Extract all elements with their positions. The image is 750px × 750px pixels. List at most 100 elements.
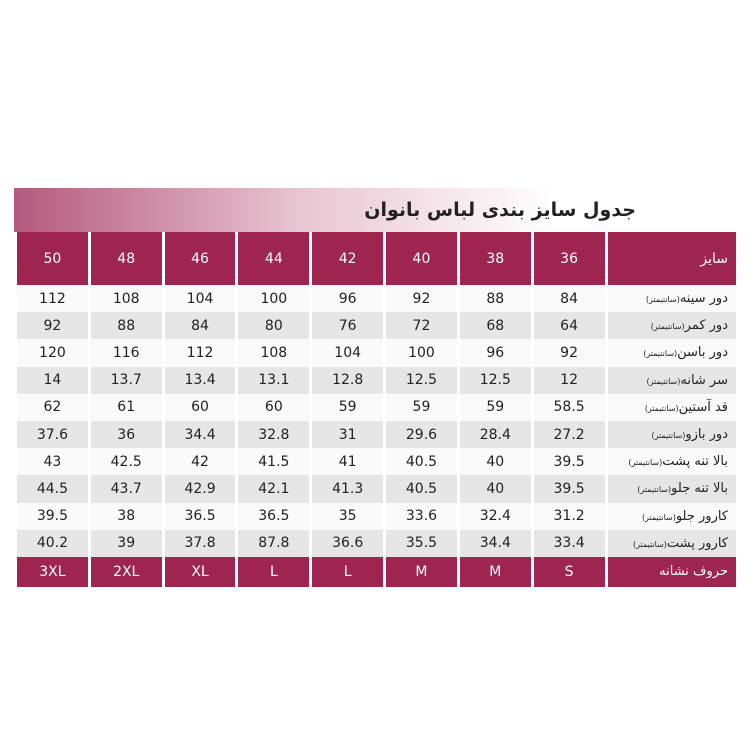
measure-row: بالا تنه جلو(سانتیمتر) 39.5 40 40.5 41.3 42.1… bbox=[14, 475, 736, 503]
value-cell: 40.5 bbox=[383, 475, 459, 503]
measure-name: بالا تنه جلو bbox=[671, 481, 728, 497]
size-cell: 46 bbox=[161, 232, 237, 285]
measure-row: کارور جلو(سانتیمتر) 31.2 32.4 33.6 35 36.5 36.… bbox=[14, 502, 736, 530]
measure-unit: (سانتیمتر) bbox=[637, 485, 672, 495]
value-cell: 40.5 bbox=[383, 448, 459, 476]
row-label: سر شانه(سانتیمتر) bbox=[604, 366, 736, 394]
value-cell: 100 bbox=[383, 339, 459, 367]
footer-label: حروف نشانه bbox=[604, 556, 736, 587]
measure-name: سر شانه bbox=[680, 372, 728, 388]
value-cell: 104 bbox=[161, 285, 237, 313]
value-cell: 92 bbox=[14, 312, 90, 340]
value-cell: 39 bbox=[87, 529, 164, 557]
value-cell: 104 bbox=[309, 339, 385, 367]
value-cell: 60 bbox=[161, 393, 237, 421]
value-cell: 13.7 bbox=[87, 366, 164, 394]
row-label: دور سینه(سانتیمتر) bbox=[604, 285, 736, 313]
value-cell: 12.5 bbox=[383, 366, 459, 394]
footer-row: حروف نشانه S M M L L XL 2XL 3XL bbox=[14, 556, 736, 587]
value-cell: 34.4 bbox=[456, 529, 533, 557]
value-cell: 108 bbox=[235, 339, 311, 367]
measure-unit: (سانتیمتر) bbox=[650, 322, 685, 332]
measure-unit: (سانتیمتر) bbox=[641, 512, 676, 522]
measure-row: دور باسن(سانتیمتر) 92 96 100 104 108 112 116 120 bbox=[14, 339, 736, 367]
value-cell: 40 bbox=[456, 448, 533, 476]
value-cell: 41.3 bbox=[309, 475, 385, 503]
row-label: بالا تنه جلو(سانتیمتر) bbox=[604, 475, 736, 503]
value-cell: 96 bbox=[456, 339, 533, 367]
row-label: قد آستین(سانتیمتر) bbox=[604, 393, 736, 421]
value-cell: 27.2 bbox=[530, 420, 606, 449]
value-cell: 116 bbox=[87, 339, 164, 367]
value-cell: 43.7 bbox=[87, 475, 164, 503]
value-cell: 59 bbox=[309, 393, 385, 421]
value-cell: 43 bbox=[14, 448, 90, 476]
value-cell: 31 bbox=[309, 420, 385, 449]
value-cell: 68 bbox=[456, 312, 533, 340]
value-cell: 12.8 bbox=[309, 366, 385, 394]
letter-cell: M bbox=[456, 556, 533, 587]
value-cell: 92 bbox=[530, 339, 606, 367]
value-cell: 36.5 bbox=[161, 502, 237, 530]
value-cell: 41.5 bbox=[235, 448, 311, 476]
letter-cell: L bbox=[235, 556, 311, 587]
size-chart: جدول سایز بندی لباس بانوان سایز 36 38 40 42 4… bbox=[14, 188, 736, 587]
measure-unit: (سانتیمتر) bbox=[628, 458, 663, 468]
value-cell: 32.4 bbox=[456, 502, 533, 530]
value-cell: 80 bbox=[235, 312, 311, 340]
measure-row: کارور پشت(سانتیمتر) 33.4 34.4 35.5 36.6 87.8 3… bbox=[14, 529, 736, 557]
value-cell: 12 bbox=[530, 366, 606, 394]
title: جدول سایز بندی لباس بانوان bbox=[14, 188, 736, 232]
value-cell: 36.6 bbox=[309, 529, 385, 557]
value-cell: 31.2 bbox=[530, 502, 606, 530]
measure-row: دور بازو(سانتیمتر) 27.2 28.4 29.6 31 32.8 34.4… bbox=[14, 420, 736, 449]
letter-cell: XL bbox=[161, 556, 237, 587]
value-cell: 92 bbox=[383, 285, 459, 313]
measure-name: کارور پشت bbox=[666, 535, 728, 551]
size-cell: 40 bbox=[383, 232, 459, 285]
value-cell: 39.5 bbox=[530, 475, 606, 503]
measure-row: قد آستین(سانتیمتر) 58.5 59 59 59 60 60 61 62 bbox=[14, 393, 736, 421]
value-cell: 42.1 bbox=[235, 475, 311, 503]
value-cell: 87.8 bbox=[235, 529, 311, 557]
value-cell: 59 bbox=[383, 393, 459, 421]
value-cell: 84 bbox=[530, 285, 606, 313]
letter-cell: M bbox=[383, 556, 459, 587]
size-cell: 44 bbox=[235, 232, 311, 285]
value-cell: 35.5 bbox=[383, 529, 459, 557]
measure-unit: (سانتیمتر) bbox=[633, 539, 667, 549]
measure-row: سر شانه(سانتیمتر) 12 12.5 12.5 12.8 13.1 13.4 1… bbox=[14, 366, 736, 394]
value-cell: 13.4 bbox=[161, 366, 237, 394]
value-cell: 96 bbox=[309, 285, 385, 313]
letter-cell: S bbox=[530, 556, 606, 587]
value-cell: 36 bbox=[87, 420, 164, 449]
value-cell: 36.5 bbox=[235, 502, 311, 530]
value-cell: 32.8 bbox=[235, 420, 311, 449]
measure-row: دور سینه(سانتیمتر) 84 88 92 96 100 104 108 112 bbox=[14, 285, 736, 313]
size-cell: 42 bbox=[309, 232, 385, 285]
value-cell: 14 bbox=[14, 366, 90, 394]
value-cell: 33.6 bbox=[383, 502, 459, 530]
measure-unit: (سانتیمتر) bbox=[646, 376, 681, 386]
value-cell: 42.5 bbox=[87, 448, 164, 476]
value-cell: 61 bbox=[87, 393, 164, 421]
value-cell: 33.4 bbox=[530, 529, 606, 557]
size-cell: 38 bbox=[456, 232, 533, 285]
value-cell: 112 bbox=[14, 285, 90, 313]
value-cell: 84 bbox=[161, 312, 237, 340]
measure-name: دور کمر bbox=[684, 318, 728, 334]
measure-unit: (سانتیمتر) bbox=[645, 295, 680, 305]
measure-name: قد آستین bbox=[678, 399, 728, 415]
measure-unit: (سانتیمتر) bbox=[651, 431, 686, 441]
row-label: دور باسن(سانتیمتر) bbox=[604, 339, 736, 367]
row-label: بالا تنه پشت(سانتیمتر) bbox=[604, 448, 736, 476]
value-cell: 62 bbox=[14, 393, 90, 421]
value-cell: 39.5 bbox=[530, 448, 606, 476]
value-cell: 88 bbox=[87, 312, 164, 340]
value-cell: 40 bbox=[456, 475, 533, 503]
value-cell: 39.5 bbox=[14, 502, 90, 530]
value-cell: 41 bbox=[309, 448, 385, 476]
value-cell: 76 bbox=[309, 312, 385, 340]
letter-cell: 3XL bbox=[14, 556, 90, 587]
